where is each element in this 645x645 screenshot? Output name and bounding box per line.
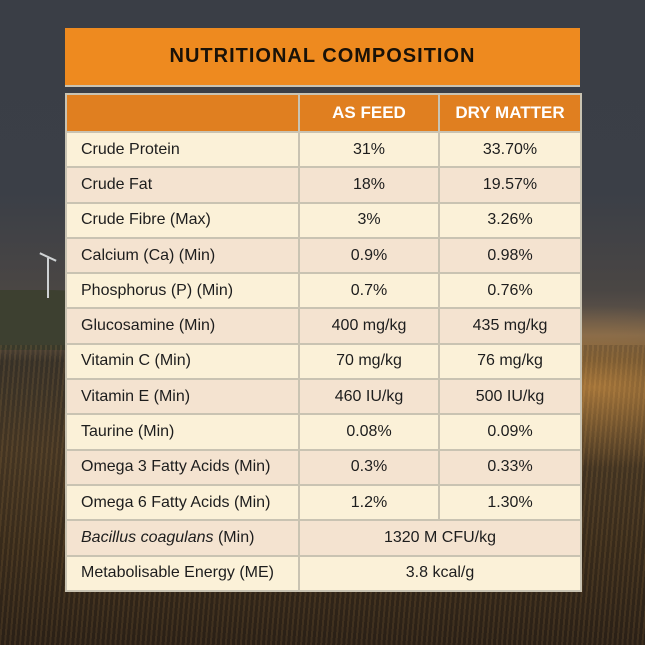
as-feed-value: 1.2% xyxy=(298,483,440,522)
as-feed-value: 0.3% xyxy=(298,448,440,486)
header-nutrient xyxy=(65,93,300,133)
table-row: Crude Protein 31% 33.70% xyxy=(65,130,582,169)
table-row: Phosphorus (P) (Min) 0.7% 0.76% xyxy=(65,272,582,310)
table-row: Crude Fat 18% 19.57% xyxy=(65,166,582,204)
dry-matter-value: 1.30% xyxy=(438,483,582,522)
table-row: Glucosamine (Min) 400 mg/kg 435 mg/kg xyxy=(65,307,582,345)
nutrient-label: Metabolisable Energy (ME) xyxy=(65,554,300,592)
header-dry-matter: DRY MATTER xyxy=(438,93,582,133)
title-bar: NUTRITIONAL COMPOSITION xyxy=(65,28,580,87)
nutrition-table: AS FEED DRY MATTER Crude Protein 31% 33.70… xyxy=(65,93,582,592)
merged-value: 1320 M CFU/kg xyxy=(298,519,582,557)
dry-matter-value: 0.76% xyxy=(438,272,582,310)
as-feed-value: 0.9% xyxy=(298,236,440,275)
nutrient-label: Calcium (Ca) (Min) xyxy=(65,236,300,275)
as-feed-value: 3% xyxy=(298,201,440,239)
as-feed-value: 0.08% xyxy=(298,413,440,451)
table-row: Vitamin E (Min) 460 IU/kg 500 IU/kg xyxy=(65,378,582,416)
dry-matter-value: 435 mg/kg xyxy=(438,307,582,345)
nutrient-label: Vitamin C (Min) xyxy=(65,342,300,381)
nutrient-label: Crude Protein xyxy=(65,130,300,169)
table-row: Omega 6 Fatty Acids (Min) 1.2% 1.30% xyxy=(65,483,582,522)
nutrient-label: Omega 3 Fatty Acids (Min) xyxy=(65,448,300,486)
table-row: Metabolisable Energy (ME) 3.8 kcal/g xyxy=(65,554,582,592)
dry-matter-value: 0.33% xyxy=(438,448,582,486)
page-title: NUTRITIONAL COMPOSITION xyxy=(169,45,476,67)
nutrient-label: Glucosamine (Min) xyxy=(65,307,300,345)
wind-turbine-icon xyxy=(47,258,49,298)
nutrition-panel: NUTRITIONAL COMPOSITION AS FEED DRY MATT… xyxy=(65,28,582,592)
as-feed-value: 70 mg/kg xyxy=(298,342,440,381)
as-feed-value: 31% xyxy=(298,130,440,169)
nutrient-label-rest: (Min) xyxy=(213,528,255,546)
table-row: Bacillus coagulans (Min) 1320 M CFU/kg xyxy=(65,519,582,557)
dry-matter-value: 33.70% xyxy=(438,130,582,169)
as-feed-value: 460 IU/kg xyxy=(298,378,440,416)
nutrient-label: Omega 6 Fatty Acids (Min) xyxy=(65,483,300,522)
header-as-feed: AS FEED xyxy=(298,93,440,133)
dry-matter-value: 76 mg/kg xyxy=(438,342,582,381)
nutrient-label: Bacillus coagulans (Min) xyxy=(65,519,300,557)
table-header-row: AS FEED DRY MATTER xyxy=(65,93,582,133)
dry-matter-value: 3.26% xyxy=(438,201,582,239)
nutrient-label: Phosphorus (P) (Min) xyxy=(65,272,300,310)
table-body: Crude Protein 31% 33.70% Crude Fat 18% 19.57%… xyxy=(65,130,582,592)
merged-value: 3.8 kcal/g xyxy=(298,554,582,592)
dry-matter-value: 0.09% xyxy=(438,413,582,451)
table-row: Calcium (Ca) (Min) 0.9% 0.98% xyxy=(65,236,582,275)
dry-matter-value: 19.57% xyxy=(438,166,582,204)
nutrient-label-italic: Bacillus coagulans xyxy=(81,528,214,546)
table-row: Vitamin C (Min) 70 mg/kg 76 mg/kg xyxy=(65,342,582,381)
nutrient-label: Taurine (Min) xyxy=(65,413,300,451)
table-row: Omega 3 Fatty Acids (Min) 0.3% 0.33% xyxy=(65,448,582,486)
nutrient-label: Vitamin E (Min) xyxy=(65,378,300,416)
table-row: Crude Fibre (Max) 3% 3.26% xyxy=(65,201,582,239)
nutrient-label: Crude Fibre (Max) xyxy=(65,201,300,239)
as-feed-value: 400 mg/kg xyxy=(298,307,440,345)
as-feed-value: 0.7% xyxy=(298,272,440,310)
dry-matter-value: 500 IU/kg xyxy=(438,378,582,416)
table-row: Taurine (Min) 0.08% 0.09% xyxy=(65,413,582,451)
dry-matter-value: 0.98% xyxy=(438,236,582,275)
as-feed-value: 18% xyxy=(298,166,440,204)
nutrient-label: Crude Fat xyxy=(65,166,300,204)
